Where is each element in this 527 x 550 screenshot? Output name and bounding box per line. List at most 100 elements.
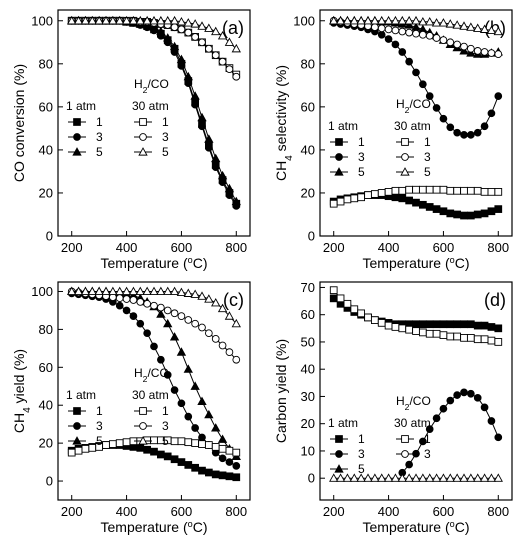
data-point: [218, 454, 227, 463]
legend-entry-label: 3: [96, 130, 103, 144]
legend-entry-label: 1: [96, 115, 103, 129]
data-point: [176, 287, 187, 297]
data-point: [205, 468, 213, 477]
data-point: [217, 30, 228, 40]
legend-marker: [335, 435, 343, 443]
data-point: [191, 463, 199, 472]
x-tick-label: 600: [433, 504, 455, 519]
series-30atm-h2co-5: [329, 473, 503, 482]
data-point: [371, 23, 379, 32]
legend-marker: [73, 133, 81, 141]
data-point: [109, 440, 117, 448]
y-tick-label: 100: [31, 13, 53, 28]
data-point: [425, 31, 434, 40]
data-point: [425, 329, 434, 338]
data-point: [142, 286, 152, 296]
data-point: [342, 473, 353, 482]
series-30atm-h2co-1: [329, 286, 503, 346]
data-point: [128, 286, 139, 296]
legend-entry-label: 5: [96, 434, 103, 448]
data-point: [218, 57, 227, 66]
y-tick-label: 20: [39, 185, 53, 200]
data-point: [439, 331, 448, 339]
data-point: [170, 437, 179, 446]
data-point: [487, 336, 496, 345]
x-tick-label: 800: [487, 504, 509, 519]
data-point: [163, 33, 173, 42]
plot-frame: [319, 281, 513, 501]
legend-entry-label: 1: [358, 432, 365, 446]
data-point: [198, 323, 206, 332]
data-point: [217, 434, 228, 443]
data-point: [432, 320, 441, 329]
data-point: [170, 23, 179, 32]
data-point: [102, 441, 110, 449]
y-tick-label: 20: [301, 416, 315, 431]
y-tick-label: 60: [301, 99, 315, 114]
legend-entry-label: 3: [424, 447, 431, 461]
data-point: [453, 128, 461, 137]
data-point: [486, 473, 497, 482]
data-point: [184, 316, 193, 324]
data-point: [211, 26, 221, 36]
data-point: [177, 312, 186, 320]
data-point: [156, 26, 166, 36]
data-point: [432, 185, 441, 194]
data-point: [169, 332, 180, 341]
legend-entry-label: 5: [358, 165, 365, 179]
legend-header: H2/CO: [134, 77, 169, 95]
data-point: [224, 311, 235, 320]
data-point: [225, 446, 234, 455]
x-axis-title: Temperature (oC): [363, 519, 470, 535]
data-point: [197, 396, 207, 406]
data-point: [377, 319, 386, 327]
data-point: [412, 68, 420, 77]
data-point: [329, 15, 339, 25]
data-point: [432, 414, 441, 423]
legend-marker: [139, 118, 147, 126]
legend-marker: [139, 422, 147, 430]
data-point: [336, 294, 345, 303]
data-point: [184, 28, 193, 37]
data-point: [425, 203, 434, 211]
data-point: [204, 409, 214, 419]
data-point: [405, 57, 413, 66]
legend-entry-label: 3: [162, 130, 169, 144]
data-point: [329, 294, 338, 303]
data-point: [177, 25, 186, 34]
data-point: [232, 448, 241, 457]
x-tick-label: 400: [378, 240, 400, 255]
data-point: [136, 319, 145, 328]
y-tick-label: 60: [301, 307, 315, 322]
data-point: [150, 447, 158, 456]
x-tick-label: 200: [61, 240, 83, 255]
legend-header: H2/CO: [134, 366, 169, 384]
data-point: [480, 403, 489, 412]
data-point: [446, 38, 455, 47]
y-tick-label: 20: [39, 436, 53, 451]
data-point: [467, 320, 475, 329]
y-tick-label: 80: [39, 56, 53, 71]
data-point: [73, 15, 84, 25]
data-point: [398, 194, 407, 203]
data-point: [205, 441, 213, 449]
data-point: [466, 22, 476, 31]
data-point: [452, 473, 462, 482]
data-point: [412, 327, 420, 335]
data-point: [357, 309, 365, 318]
series-30atm-h2co-3: [67, 287, 241, 364]
y-tick-label: 40: [301, 362, 315, 377]
legend-entry-label: 5: [424, 165, 431, 179]
legend-entry-label: 3: [424, 150, 431, 164]
legend-marker: [335, 138, 343, 146]
y-tick-label: 60: [39, 99, 53, 114]
data-point: [439, 36, 448, 44]
data-point: [231, 196, 241, 206]
plot-frame: [319, 9, 513, 237]
data-point: [467, 186, 475, 195]
legend-entry-label: 5: [162, 434, 169, 448]
data-point: [425, 425, 434, 434]
data-point: [198, 440, 206, 448]
data-point: [364, 313, 372, 322]
